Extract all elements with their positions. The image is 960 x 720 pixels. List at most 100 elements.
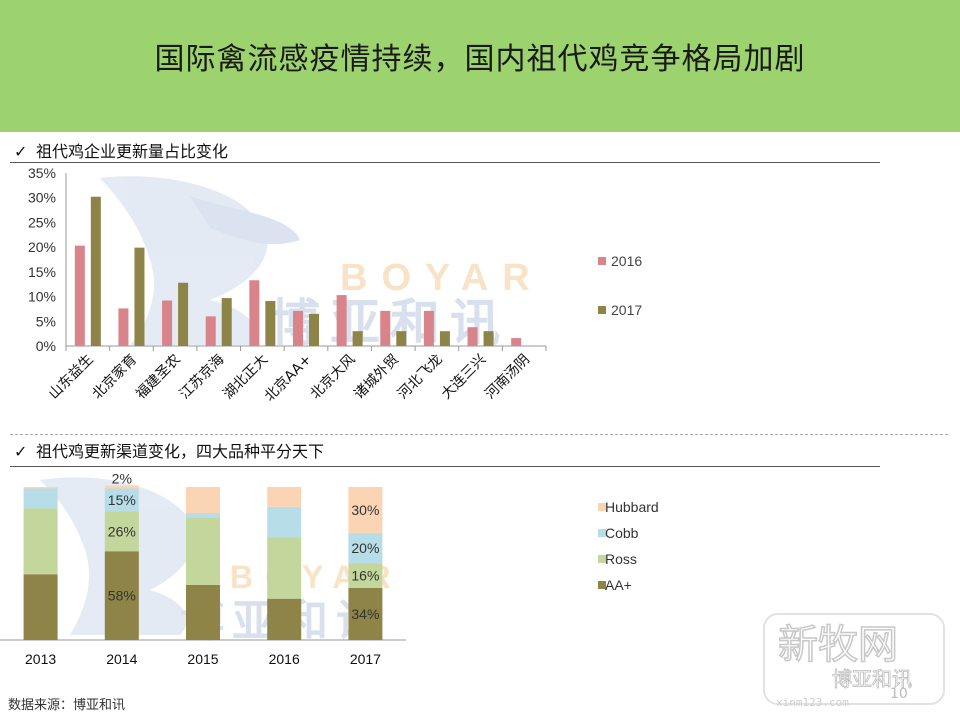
corner-watermark: 新牧网 博亚和讯 xinm123.com	[762, 610, 952, 710]
bar-2017-8	[439, 331, 450, 346]
legend-label-AA+: AA+	[605, 577, 632, 593]
y-tick-label: 0%	[36, 338, 56, 354]
chart1-title: 祖代鸡企业更新量占比变化	[36, 142, 229, 161]
data-label: 2%	[112, 470, 132, 486]
bar-2016-0	[74, 245, 85, 346]
legend-swatch-Hubbard	[598, 503, 606, 511]
watermark-boyar-bottom: BOYAR 博亚和讯	[40, 477, 391, 647]
legend-label-Ross: Ross	[605, 551, 637, 567]
bar-2016-1	[118, 308, 129, 346]
stack-Ross-2015	[186, 517, 220, 585]
stack-AA+-2014	[104, 551, 139, 640]
legend-swatch-Cobb	[598, 529, 606, 537]
section-rule-2	[10, 466, 880, 467]
check-icon: ✓	[14, 142, 28, 161]
y-tick-label: 30%	[28, 190, 56, 206]
x-tick-label: 2017	[350, 651, 381, 667]
stack-Cobb-2016	[267, 506, 302, 538]
chart-breed-channel: 2% 15% 26% 58% 30% 20% 16% 34% 2013 2014 2015 2016…	[0, 470, 659, 667]
stack-AA+-2015	[186, 584, 220, 640]
page-number: 10	[890, 686, 908, 702]
bar-2017-7	[396, 331, 407, 346]
data-label: 30%	[351, 502, 379, 518]
slide-title: 国际禽流感疫情持续，国内祖代鸡竞争格局加剧	[154, 42, 806, 77]
bar-2016-3	[205, 316, 216, 346]
bar-2016-10	[511, 338, 522, 346]
bar-2016-6	[336, 295, 347, 346]
bar-2016-5	[293, 310, 303, 346]
legend-swatch-2017	[598, 306, 606, 314]
x-tick-label: 福建圣农	[133, 352, 184, 403]
stack-Hubbard-2014	[104, 485, 139, 489]
stack-Ross-2013	[23, 508, 58, 575]
stack-AA+-2017	[348, 587, 383, 640]
section-title-1: ✓ 祖代鸡企业更新量占比变化	[14, 138, 228, 162]
chart2-title: 祖代鸡更新渠道变化，四大品种平分天下	[36, 442, 325, 461]
bird-wing-shape	[190, 196, 300, 245]
stack-Cobb-2015	[186, 513, 220, 518]
legend-swatch-AA+	[598, 581, 606, 589]
bar-2017-5	[309, 313, 319, 346]
x-tick-label: 河北飞龙	[395, 352, 446, 403]
bar-2017-3	[221, 298, 232, 346]
x-tick-label: 山东益生	[46, 352, 97, 403]
legend-label-2016: 2016	[611, 253, 642, 269]
bar-2017-6	[352, 331, 363, 346]
stack-AA+-2013	[23, 574, 58, 640]
watermark-brand-en: BOYAR	[340, 257, 544, 299]
y-tick-label: 15%	[28, 264, 56, 280]
bar-2017-9	[483, 331, 494, 346]
y-tick-label: 5%	[36, 313, 56, 329]
x-tick-label: 北京大风	[308, 352, 359, 403]
data-source-note: 数据来源：博亚和讯	[8, 698, 126, 713]
y-tick-label: 10%	[28, 289, 56, 305]
legend-label-Cobb: Cobb	[605, 525, 639, 541]
check-icon: ✓	[14, 442, 28, 461]
legend-swatch-Ross	[598, 555, 606, 563]
x-tick-label: 江苏京海	[177, 352, 228, 403]
x-tick-label: 北京家育	[89, 351, 141, 403]
data-label: 26%	[108, 523, 136, 539]
x-tick-label: 大连三兴	[438, 352, 489, 403]
bar-2016-4	[249, 280, 260, 346]
stack-Cobb-2014	[104, 488, 139, 512]
stack-Ross-2014	[104, 511, 139, 552]
stack-AA+-2016	[267, 598, 302, 640]
stack-Cobb-2013	[23, 488, 58, 509]
y-tick-label: 25%	[28, 214, 56, 230]
data-label: 16%	[351, 568, 379, 584]
corner-watermark-brand: 博亚和讯	[832, 667, 912, 691]
stack-Ross-2017	[348, 563, 383, 588]
bar-2016-2	[162, 300, 173, 346]
y-tick-label: 35%	[28, 165, 56, 181]
section-rule-1	[10, 162, 880, 163]
bar-2017-2	[178, 282, 189, 346]
bar-2016-9	[467, 327, 478, 346]
bar-2017-0	[90, 196, 101, 346]
stack-Hubbard-2015	[186, 487, 220, 514]
x-tick-label: 河南汤阴	[482, 352, 533, 403]
x-tick-label: 2015	[187, 651, 218, 667]
stack-Hubbard-2013	[23, 487, 58, 489]
bar-2017-4	[265, 301, 276, 346]
data-label: 34%	[351, 606, 379, 622]
x-tick-label: 2013	[25, 651, 56, 667]
bar-2016-7	[380, 310, 391, 346]
bar-2017-1	[134, 247, 145, 346]
section-title-2: ✓ 祖代鸡更新渠道变化，四大品种平分天下	[14, 438, 324, 462]
legend-label-2017: 2017	[611, 302, 642, 318]
stack-Cobb-2017	[348, 532, 383, 564]
x-tick-label: 2014	[106, 651, 137, 667]
x-tick-label: 北京AA+	[262, 352, 315, 405]
stack-Hubbard-2016	[267, 487, 302, 507]
stack-Hubbard-2017	[348, 487, 383, 533]
corner-watermark-title: 新牧网	[778, 622, 898, 668]
data-label: 58%	[108, 588, 136, 604]
data-label: 20%	[351, 540, 379, 556]
y-tick-label: 20%	[28, 239, 56, 255]
stack-Ross-2016	[267, 537, 302, 599]
corner-watermark-url: xinm123.com	[776, 696, 849, 709]
legend-label-Hubbard: Hubbard	[605, 499, 659, 515]
legend-swatch-2016	[598, 257, 606, 265]
